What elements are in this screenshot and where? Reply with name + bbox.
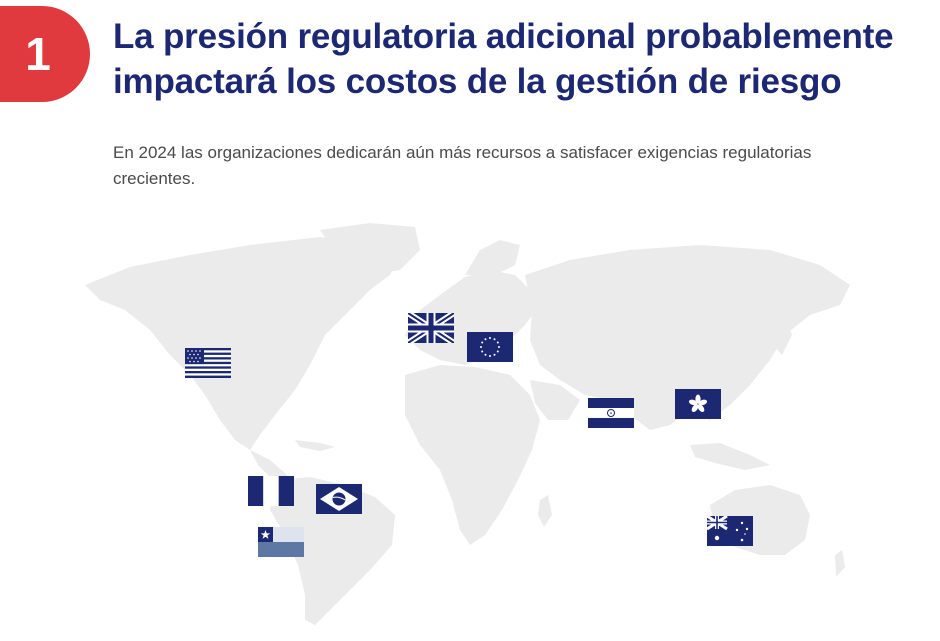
australia-flag-icon xyxy=(707,516,753,546)
hong-kong-flag-icon xyxy=(675,389,721,419)
page-subtitle: En 2024 las organizaciones dedicarán aún… xyxy=(113,143,812,188)
section-number: 1 xyxy=(25,28,51,80)
united-states-flag-icon xyxy=(185,348,231,378)
section-number-badge: 1 xyxy=(0,6,90,102)
brazil-flag-icon xyxy=(316,484,362,514)
page-title: La presión regulatoria adicional probabl… xyxy=(113,17,894,101)
chile-flag-icon xyxy=(258,527,304,557)
united-kingdom-flag-icon xyxy=(408,313,454,343)
india-flag-icon xyxy=(588,398,634,428)
european-union-flag-icon xyxy=(467,332,513,362)
world-map xyxy=(85,223,850,625)
guatemala-flag-icon xyxy=(248,476,294,506)
world-map-landmass xyxy=(85,223,850,625)
